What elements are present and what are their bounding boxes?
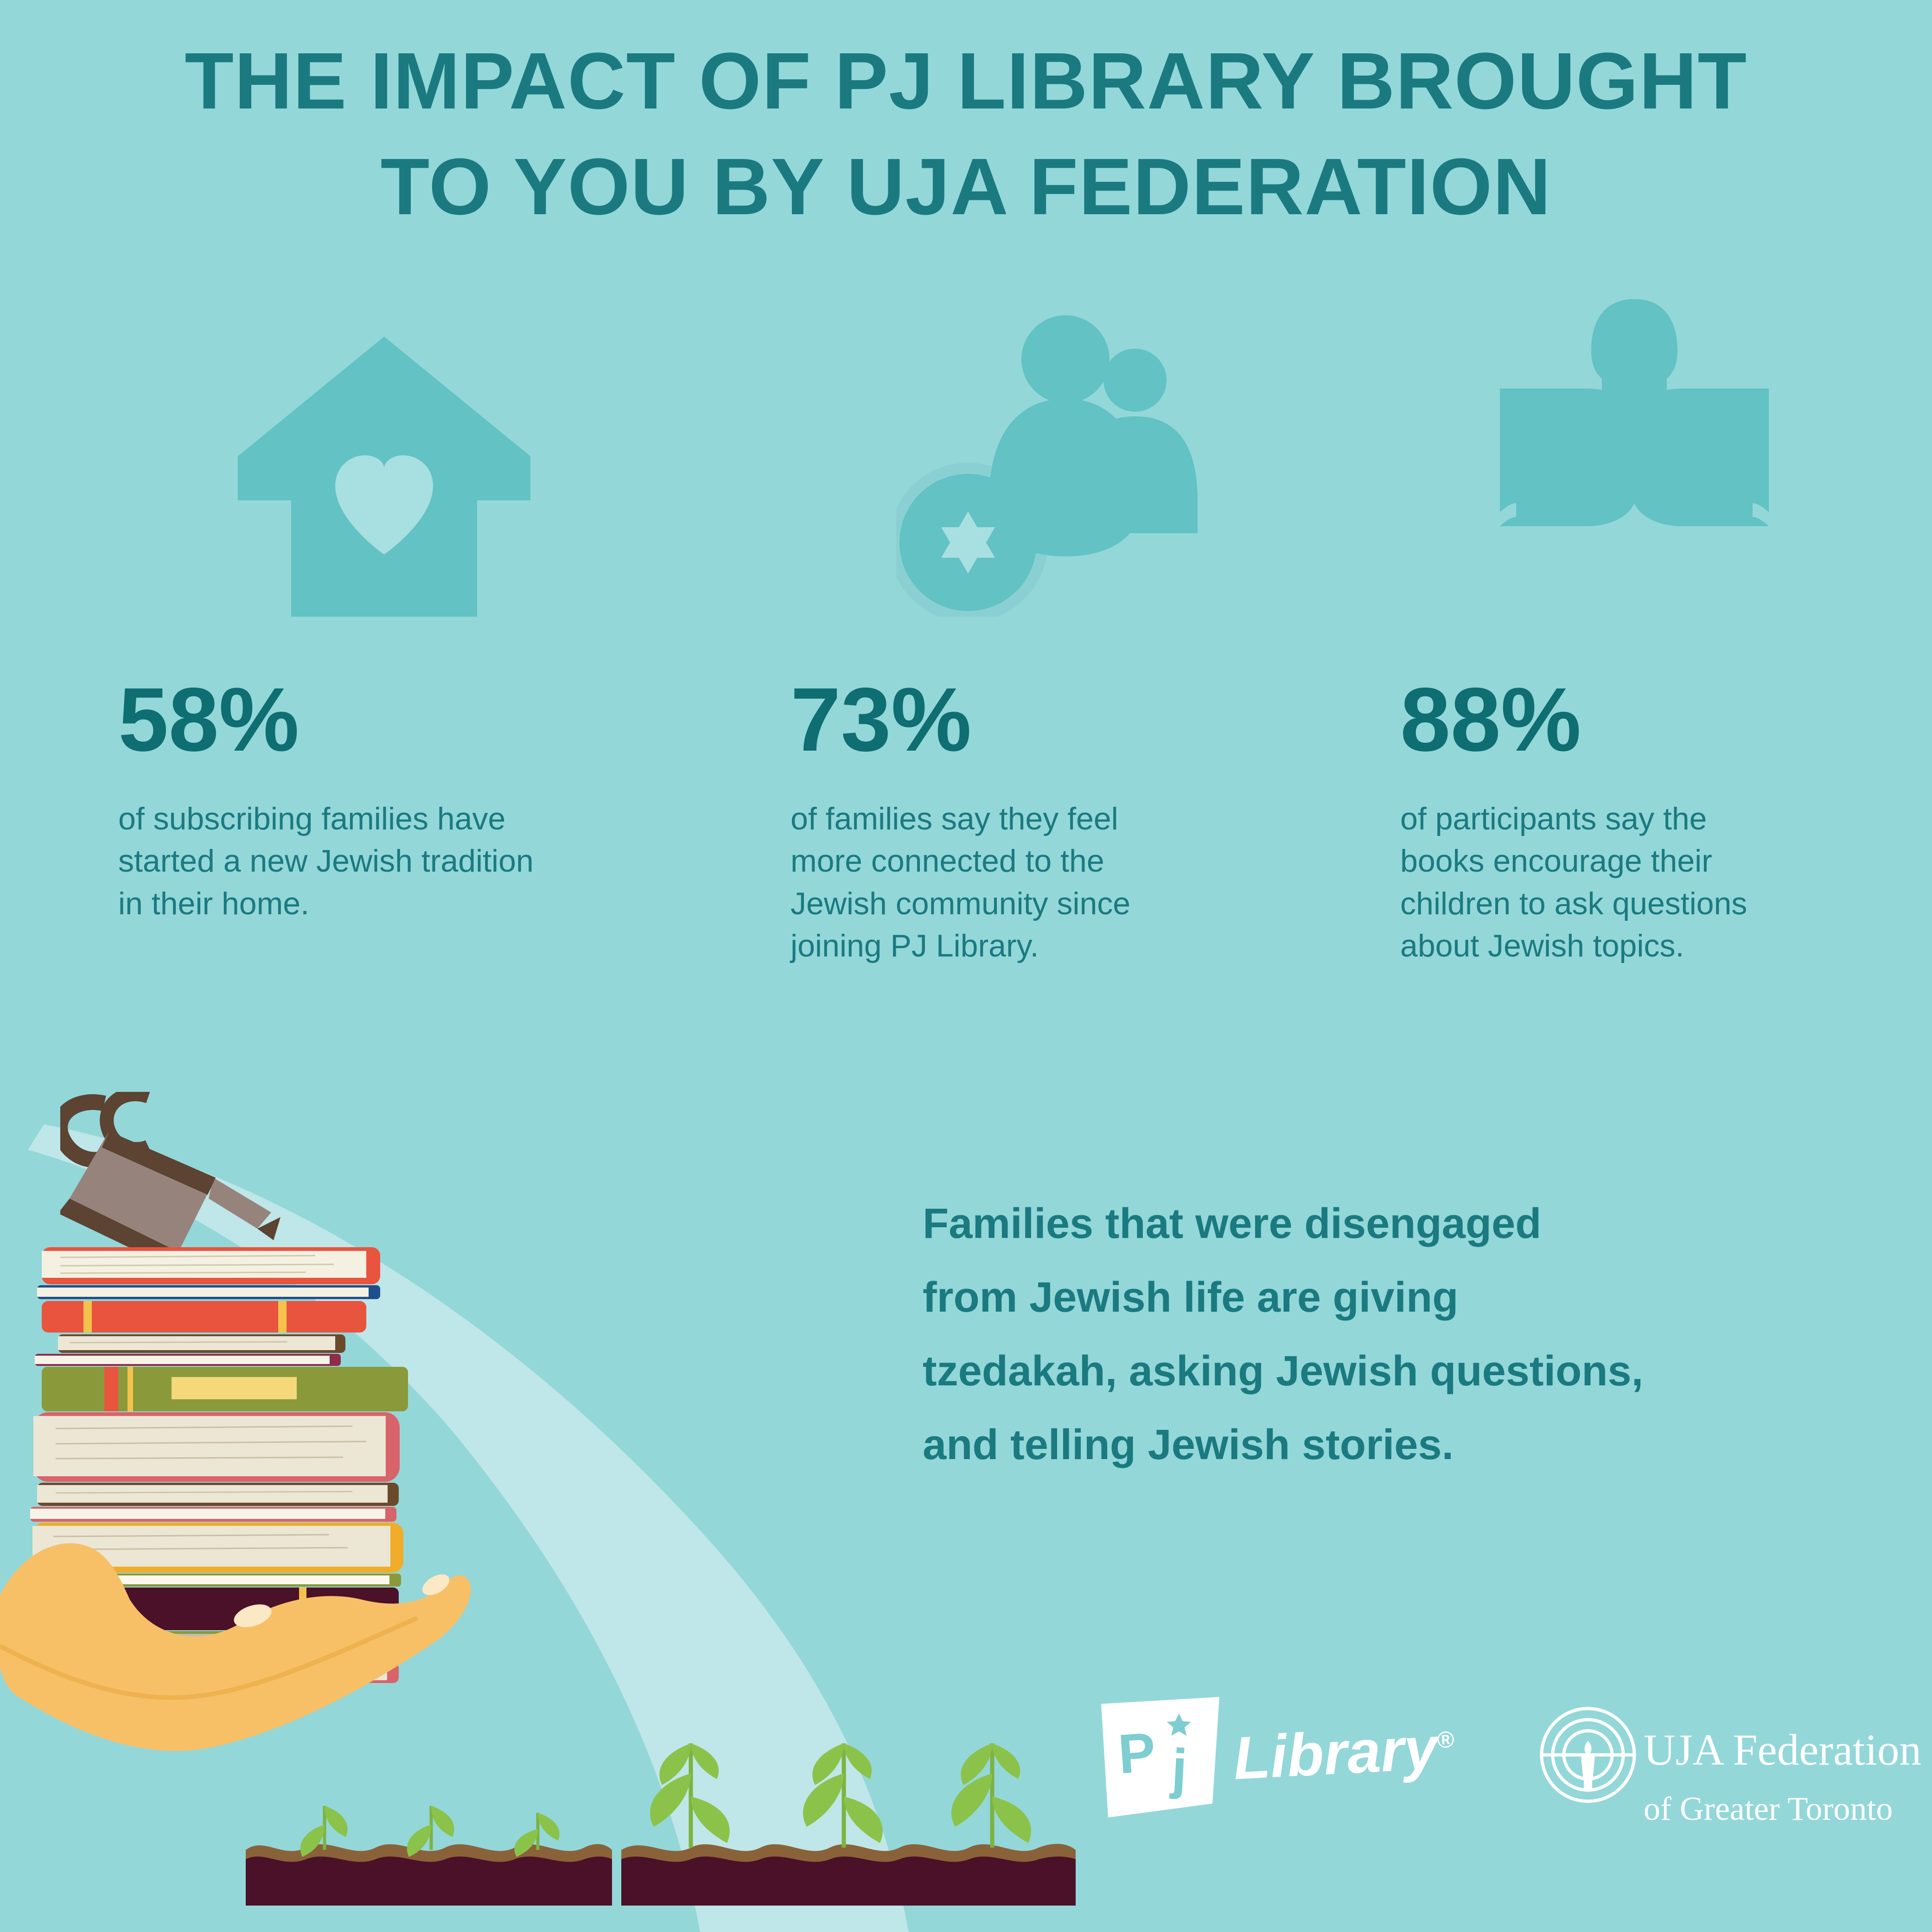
svg-text:P: P [1116,1721,1157,1785]
